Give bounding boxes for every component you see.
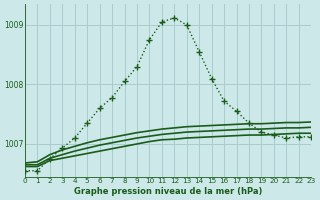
X-axis label: Graphe pression niveau de la mer (hPa): Graphe pression niveau de la mer (hPa) bbox=[74, 187, 262, 196]
